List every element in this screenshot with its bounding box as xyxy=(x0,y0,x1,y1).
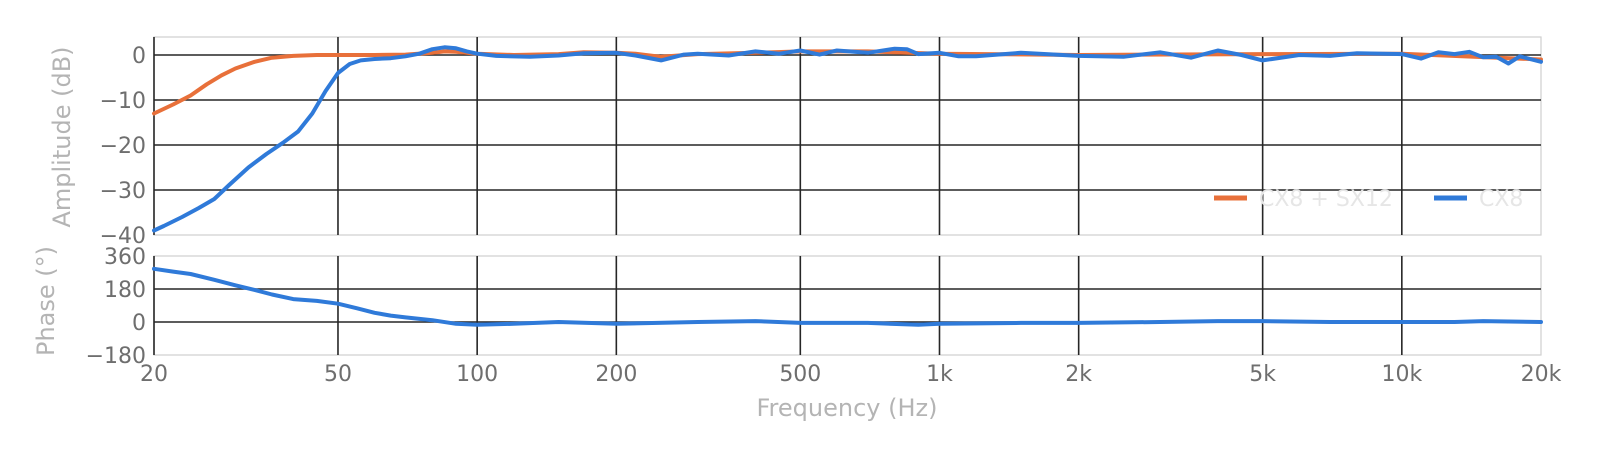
x-tick-label: 100 xyxy=(456,362,498,387)
amplitude-ytick-label: 0 xyxy=(132,44,146,69)
x-tick-label: 50 xyxy=(324,362,352,387)
legend-label-1: CX8 xyxy=(1479,187,1523,212)
amplitude-ytick-label: −40 xyxy=(100,224,146,249)
x-tick-label: 20k xyxy=(1521,362,1562,387)
phase-ytick-label: −180 xyxy=(86,344,146,369)
phase-series-line-0 xyxy=(152,266,1543,327)
legend: CX8 + SX12 CX8 xyxy=(1214,187,1523,212)
x-tick-label: 20 xyxy=(140,362,168,387)
amplitude-ytick-label: −30 xyxy=(100,179,146,204)
amplitude-panel: 0 −10 −20 −30 −40 xyxy=(100,36,1543,249)
amplitude-axis-label: Amplitude (dB) xyxy=(48,46,76,227)
phase-ytick-label: 0 xyxy=(132,311,146,336)
legend-label-0: CX8 + SX12 xyxy=(1259,187,1393,212)
x-tick-label: 1k xyxy=(926,362,953,387)
phase-frame xyxy=(153,255,1542,356)
amplitude-ytick-label: −20 xyxy=(100,134,146,159)
amplitude-ytick-label: −10 xyxy=(100,89,146,114)
amplitude-series-line-1 xyxy=(152,45,1543,233)
x-tick-label: 5k xyxy=(1249,362,1276,387)
phase-ytick-label: 360 xyxy=(104,245,146,270)
x-tick-label: 10k xyxy=(1381,362,1422,387)
frequency-axis-label: Frequency (Hz) xyxy=(757,394,938,422)
phase-ytick-label: 180 xyxy=(104,278,146,303)
x-tick-label: 2k xyxy=(1065,362,1092,387)
x-tick-label: 200 xyxy=(595,362,637,387)
x-tick-label: 500 xyxy=(779,362,821,387)
phase-axis-label: Phase (°) xyxy=(32,246,60,356)
phase-panel: 360 180 0 −180 xyxy=(86,245,1543,369)
x-tick-labels: 20 50 100 200 500 1k 2k 5k 10k 20k xyxy=(140,362,1562,387)
